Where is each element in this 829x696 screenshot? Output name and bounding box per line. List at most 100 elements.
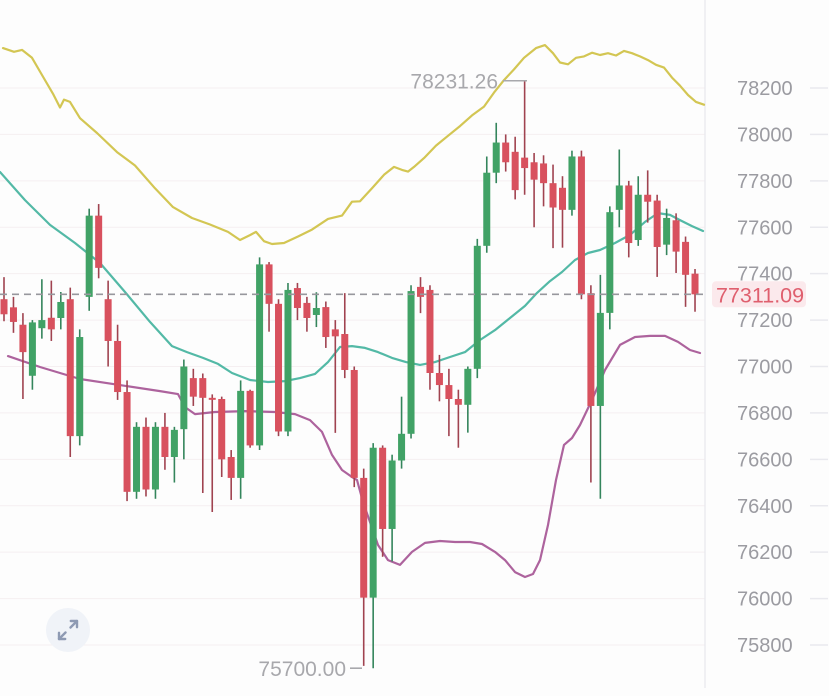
candle-down (435, 354, 443, 402)
candle-down (114, 324, 122, 400)
candle-up (284, 282, 292, 437)
candle-up (133, 422, 141, 499)
candle-down (417, 277, 425, 314)
upper-band-line (1, 43, 706, 246)
candle-body (596, 312, 604, 406)
high-annotation-label: 78231.26 (410, 71, 498, 94)
y-axis-label: 78000 (737, 124, 793, 146)
candle-down (9, 296, 17, 333)
y-axis-label: 76200 (737, 542, 793, 564)
candle-body (47, 317, 55, 330)
candle-body (577, 156, 585, 295)
candle-up (38, 279, 46, 339)
candle-body (426, 289, 434, 373)
expand-arrows-icon (57, 619, 79, 641)
annotations-layer: 77311.09 78231.26 75700.00 (0, 71, 806, 681)
candle-up (473, 238, 481, 379)
candle-down (293, 282, 301, 321)
candle-body (95, 215, 103, 268)
candle-body (104, 299, 112, 341)
y-axis-label: 77600 (737, 217, 793, 239)
candle-body (417, 286, 425, 297)
candle-down (341, 293, 349, 379)
candle-down (558, 176, 566, 248)
candle-down (577, 150, 585, 300)
candle-down (682, 236, 690, 307)
candle-down (549, 164, 557, 249)
candle-body (672, 220, 680, 252)
candle-body (606, 212, 614, 313)
candle-body (227, 457, 235, 478)
candle-body (208, 397, 216, 400)
candle-up (151, 422, 159, 499)
candle-down (123, 380, 131, 502)
y-axis-label: 76800 (737, 403, 793, 425)
candle-body (549, 183, 557, 208)
candle-body (322, 307, 330, 338)
candle-up (388, 454, 396, 562)
candle-down (587, 285, 595, 483)
last-price-badge (712, 281, 806, 308)
candle-down (530, 152, 538, 228)
candle-body (407, 291, 415, 434)
candle-body (180, 366, 188, 430)
candle-body (625, 185, 633, 244)
candle-up (398, 396, 406, 469)
candle-body (558, 187, 566, 210)
candle-down (331, 320, 339, 433)
candle-up (615, 149, 623, 228)
candle-body (587, 293, 595, 406)
candle-down (19, 313, 27, 399)
candle-down (66, 287, 74, 458)
candle-down (521, 80, 529, 195)
candle-body (634, 194, 642, 241)
candle-body (199, 378, 207, 398)
candle-up (369, 443, 377, 669)
candle-down (511, 136, 519, 200)
candles-layer (0, 80, 699, 669)
candle-body (57, 301, 65, 318)
candle-down (691, 269, 699, 312)
candle-body (521, 157, 529, 169)
candle-down (199, 373, 207, 493)
candle-down (360, 468, 368, 666)
candle-body (540, 163, 548, 184)
candle-body (284, 289, 292, 432)
candle-body (256, 264, 264, 446)
candle-up (634, 176, 642, 246)
candle-up (28, 320, 36, 390)
candle-up (483, 156, 491, 253)
candle-down (218, 396, 226, 477)
candle-body (133, 426, 141, 492)
candle-down (625, 180, 633, 258)
candle-body (38, 320, 46, 329)
candle-body (151, 426, 159, 490)
candle-body (615, 185, 623, 210)
candle-up (256, 257, 264, 451)
y-axis-label: 77400 (737, 264, 793, 286)
candle-body (66, 299, 74, 437)
candle-up (606, 206, 614, 330)
expand-chart-button[interactable] (46, 608, 90, 652)
candle-down (445, 368, 453, 437)
candle-body (502, 142, 510, 163)
candle-body (568, 156, 576, 210)
candle-body (644, 194, 652, 202)
candle-down (322, 301, 330, 348)
candle-body (28, 322, 36, 376)
candle-body (398, 433, 406, 461)
low-annotation-label: 75700.00 (258, 658, 346, 681)
candle-body (682, 241, 690, 275)
candle-body (341, 334, 349, 370)
candle-body (530, 162, 538, 180)
candle-body (9, 307, 17, 322)
candle-body (114, 340, 122, 393)
candle-body (312, 308, 320, 315)
y-axis-label: 77000 (737, 357, 793, 379)
candle-body (331, 329, 339, 337)
candle-up (492, 122, 500, 184)
candle-body (473, 245, 481, 369)
candle-down (379, 445, 387, 557)
